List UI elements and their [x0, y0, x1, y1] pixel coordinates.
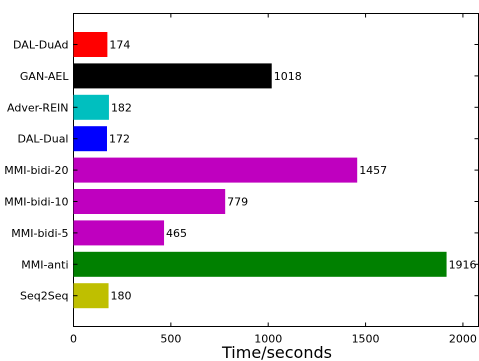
bar-dal-dual — [73, 126, 107, 152]
category-label: MMI-bidi-20 — [4, 164, 68, 177]
bar-mmi-anti — [73, 251, 447, 277]
value-label: 1916 — [449, 258, 477, 271]
bar-adver-rein — [73, 94, 109, 120]
category-label: GAN-AEL — [20, 70, 69, 83]
bars-group: 174 DAL-DuAd 1018 GAN-AEL 182 Adver-REIN 172 DA… — [4, 32, 477, 309]
value-label: 172 — [109, 133, 130, 146]
bar-gan-ael — [73, 63, 272, 89]
category-label: Seq2Seq — [20, 290, 68, 303]
x-axis-ticks: 0 500 1000 1500 2000 — [70, 13, 477, 346]
value-label: 174 — [109, 39, 130, 52]
category-label: MMI-bidi-10 — [4, 196, 68, 209]
x-tick-label: 1000 — [254, 333, 282, 346]
bar-mmi-bidi-20 — [73, 157, 358, 183]
category-label: Adver-REIN — [7, 101, 68, 114]
x-tick-label: 1500 — [352, 333, 380, 346]
value-label: 1018 — [274, 70, 302, 83]
category-label: MMI-bidi-5 — [11, 227, 68, 240]
y-tick-marks — [73, 44, 479, 297]
bar-seq2seq — [73, 283, 109, 309]
bar-mmi-bidi-5 — [73, 220, 165, 246]
bar-dal-duad — [73, 32, 108, 57]
value-label: 465 — [166, 227, 187, 240]
x-tick-label: 2000 — [449, 333, 477, 346]
value-label: 182 — [111, 101, 132, 114]
value-label: 779 — [227, 196, 248, 209]
category-label: DAL-DuAd — [13, 39, 68, 52]
category-label: MMI-anti — [21, 258, 68, 271]
category-label: DAL-Dual — [18, 133, 69, 146]
value-label: 180 — [111, 290, 132, 303]
bar-mmi-bidi-10 — [73, 189, 226, 214]
value-label: 1457 — [359, 164, 387, 177]
x-tick-label: 0 — [70, 333, 77, 346]
x-tick-label: 500 — [160, 333, 181, 346]
x-axis-title: Time/seconds — [221, 343, 332, 361]
